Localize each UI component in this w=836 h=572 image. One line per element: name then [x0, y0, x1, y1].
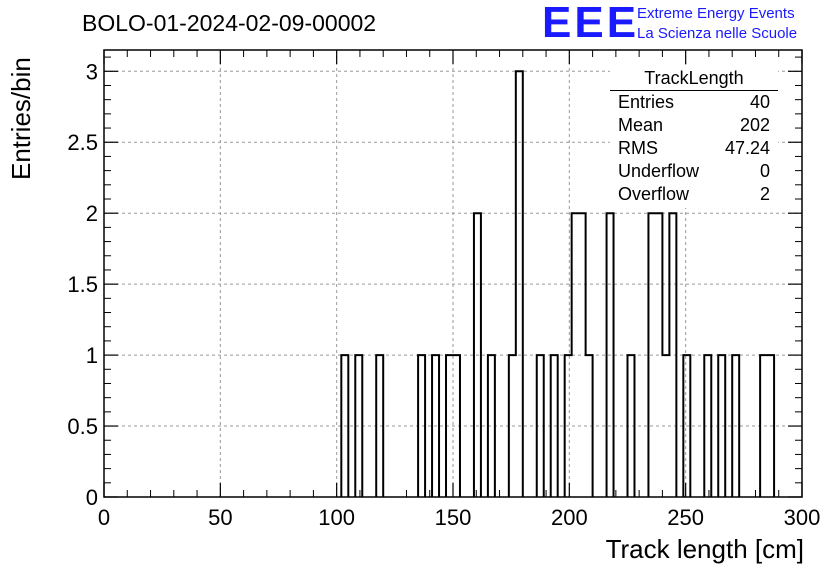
stat-label: Underflow [618, 161, 700, 181]
histogram-bin [579, 213, 586, 497]
stat-row-underflow: Underflow 0 [618, 161, 770, 183]
histogram-bin [432, 355, 439, 497]
logo-mark: EEE [542, 0, 640, 47]
x-tick-label: 150 [435, 505, 472, 530]
x-tick-label: 0 [98, 505, 110, 530]
stat-value: 47.24 [724, 138, 770, 158]
stats-divider [610, 90, 778, 91]
eee-logo: EEE Extreme Energy Events La Scienza nel… [542, 0, 834, 47]
stat-label: Mean [618, 115, 664, 135]
histogram-bin [732, 355, 739, 497]
histogram-bin [662, 355, 669, 497]
histogram-bin [683, 355, 690, 497]
histogram-bin [760, 355, 767, 497]
histogram-bin [376, 355, 383, 497]
histogram-bin [474, 213, 481, 497]
y-tick-label: 0 [86, 485, 98, 510]
histogram-bin [648, 213, 655, 497]
y-tick-label: 1 [86, 343, 98, 368]
y-tick-label: 2 [86, 201, 98, 226]
stat-row-rms: RMS 47.24 [618, 138, 770, 160]
histogram-bin [607, 213, 614, 497]
histogram-bin [488, 355, 495, 497]
stat-label: Overflow [618, 184, 690, 204]
logo-line-2: La Scienza nelle Scuole [637, 25, 798, 42]
stat-label: RMS [618, 138, 658, 158]
y-tick-label: 0.5 [67, 414, 98, 439]
histogram-bin [655, 213, 662, 497]
stat-value: 40 [749, 92, 770, 112]
histogram-outline [340, 70, 776, 497]
histogram-bin [453, 355, 460, 497]
x-tick-label: 300 [784, 505, 821, 530]
stat-value: 2 [759, 184, 770, 204]
y-tick-label: 2.5 [67, 130, 98, 155]
histogram-bin [586, 355, 593, 497]
stats-title: TrackLength [644, 68, 744, 88]
histogram-bin [355, 355, 362, 497]
histogram-bin [565, 355, 572, 497]
y-axis-label: Entries/bin [6, 57, 36, 180]
stat-value: 202 [739, 115, 770, 135]
stat-row-entries: Entries 40 [618, 92, 770, 114]
logo-line-1: Extreme Energy Events [637, 5, 795, 22]
histogram-bin [551, 355, 558, 497]
histogram-bin [446, 355, 453, 497]
plot-frame [103, 49, 803, 498]
histogram-bin [537, 355, 544, 497]
y-tick-label: 1.5 [67, 272, 98, 297]
x-axis-label: Track length [cm] [605, 534, 804, 564]
stat-value: 0 [759, 161, 770, 181]
x-tick-label: 100 [318, 505, 355, 530]
histogram-bin [516, 71, 523, 497]
x-tick-label: 50 [208, 505, 232, 530]
chart-title: BOLO-01-2024-02-09-00002 [82, 10, 377, 36]
histogram-bin [669, 213, 676, 497]
x-tick-label: 200 [551, 505, 588, 530]
histogram-bin [509, 355, 516, 497]
x-tick-label: 250 [667, 505, 704, 530]
stat-row-mean: Mean 202 [618, 115, 770, 137]
y-tick-label: 3 [86, 59, 98, 84]
histogram-bin [341, 355, 348, 497]
stat-label: Entries [618, 92, 675, 112]
histogram-bin [767, 355, 774, 497]
histogram-bin [704, 355, 711, 497]
histogram-bin [572, 213, 579, 497]
histogram-series [340, 70, 776, 497]
tick-labels: 0 50 100 150 200 250 300 0 0.5 1 1.5 2 2.5 3 [67, 59, 820, 530]
stat-row-overflow: Overflow 2 [618, 184, 770, 206]
histogram-bin [418, 355, 425, 497]
stats-box: TrackLength Entries 40 Mean 202 RMS 47.2… [610, 68, 778, 208]
histogram-bin [628, 355, 635, 497]
histogram-bin [718, 355, 725, 497]
